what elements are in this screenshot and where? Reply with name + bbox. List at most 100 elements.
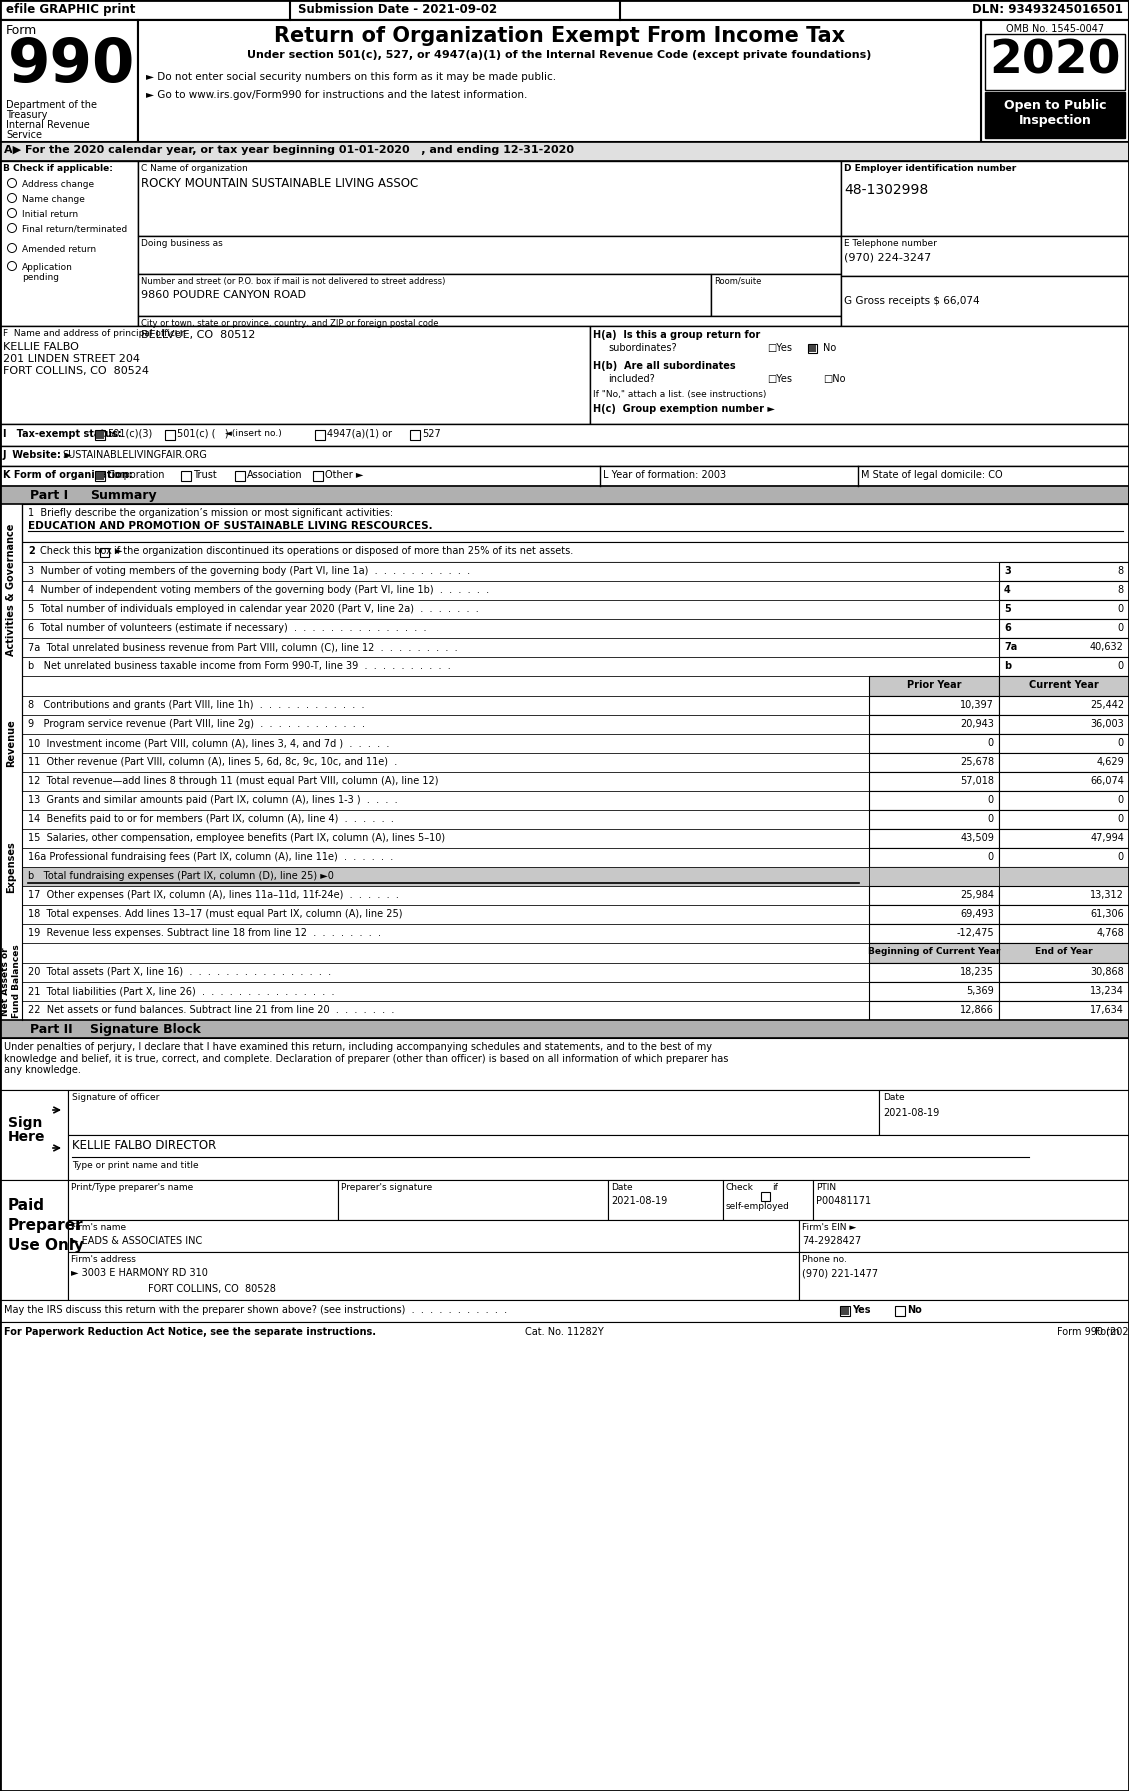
Text: Date: Date — [883, 1093, 904, 1101]
Text: 0: 0 — [1118, 813, 1124, 824]
Text: 4,629: 4,629 — [1096, 758, 1124, 767]
Text: b: b — [1004, 661, 1012, 672]
Text: DLN: 93493245016501: DLN: 93493245016501 — [972, 4, 1123, 16]
Bar — [869, 829, 999, 847]
Text: 5: 5 — [1004, 604, 1010, 614]
Text: 0: 0 — [988, 738, 994, 749]
Text: if the organization discontinued its operations or disposed of more than 25% of : if the organization discontinued its ope… — [114, 546, 574, 555]
Bar — [999, 600, 1129, 620]
Text: 13,312: 13,312 — [1091, 890, 1124, 901]
Bar — [711, 274, 841, 315]
Bar — [138, 315, 841, 326]
Text: 12,866: 12,866 — [960, 1005, 994, 1015]
Text: b   Total fundraising expenses (Part IX, column (D), line 25) ►0: b Total fundraising expenses (Part IX, c… — [28, 870, 334, 881]
Text: □Yes: □Yes — [767, 344, 793, 353]
Text: Use Only: Use Only — [8, 1238, 84, 1254]
Text: L Year of formation: 2003: L Year of formation: 2003 — [603, 469, 726, 480]
Text: Trust: Trust — [193, 469, 217, 480]
Bar — [984, 34, 1124, 90]
Text: E Telephone number: E Telephone number — [844, 238, 937, 247]
Bar — [999, 734, 1129, 752]
Text: included?: included? — [609, 374, 655, 383]
Bar — [841, 161, 1129, 236]
Text: 0: 0 — [1117, 604, 1123, 614]
Bar — [841, 1307, 849, 1315]
Text: No: No — [823, 344, 837, 353]
Text: ROCKY MOUNTAIN SUSTAINABLE LIVING ASSOC: ROCKY MOUNTAIN SUSTAINABLE LIVING ASSOC — [141, 177, 418, 190]
Text: Check: Check — [726, 1184, 754, 1193]
Bar — [21, 944, 869, 964]
Bar — [0, 141, 1129, 161]
Text: 0: 0 — [988, 813, 994, 824]
Text: 18  Total expenses. Add lines 13–17 (must equal Part IX, column (A), line 25): 18 Total expenses. Add lines 13–17 (must… — [28, 910, 403, 919]
Bar — [869, 697, 999, 715]
Text: Application
pending: Application pending — [21, 263, 73, 283]
Bar — [999, 944, 1129, 964]
Text: 2021-08-19: 2021-08-19 — [611, 1196, 667, 1205]
Text: F  Name and address of principal officer:: F Name and address of principal officer: — [3, 330, 187, 338]
Text: ◄(insert no.): ◄(insert no.) — [225, 430, 282, 439]
Bar — [808, 344, 815, 351]
Text: 3  Number of voting members of the governing body (Part VI, line 1a)  .  .  .  .: 3 Number of voting members of the govern… — [28, 566, 470, 577]
Text: End of Year: End of Year — [1035, 947, 1093, 956]
Bar — [0, 1039, 1129, 1091]
Bar — [21, 638, 999, 657]
Text: 25,442: 25,442 — [1089, 700, 1124, 709]
Text: Yes: Yes — [852, 1306, 870, 1315]
Text: SUSTAINABLELIVINGFAIR.ORG: SUSTAINABLELIVINGFAIR.ORG — [62, 450, 207, 460]
Bar — [68, 1220, 799, 1252]
Text: Date: Date — [611, 1184, 632, 1193]
Text: Signature of officer: Signature of officer — [72, 1093, 159, 1101]
Bar — [0, 1180, 68, 1300]
Bar — [21, 792, 869, 810]
Text: 4947(a)(1) or: 4947(a)(1) or — [327, 430, 392, 439]
Bar — [21, 715, 869, 734]
Bar — [0, 424, 1129, 446]
Text: 7a  Total unrelated business revenue from Part VIII, column (C), line 12  .  .  : 7a Total unrelated business revenue from… — [28, 641, 457, 652]
Text: D Employer identification number: D Employer identification number — [844, 165, 1016, 174]
Bar — [799, 1252, 1129, 1300]
Text: Address change: Address change — [21, 181, 94, 190]
Text: 20,943: 20,943 — [960, 718, 994, 729]
Bar — [869, 810, 999, 829]
Text: Current Year: Current Year — [1030, 681, 1099, 690]
Text: Form: Form — [1095, 1327, 1123, 1338]
Bar — [999, 904, 1129, 924]
Bar — [0, 1322, 1129, 1791]
Bar — [0, 466, 1129, 485]
Bar — [799, 1220, 1129, 1252]
Text: Service: Service — [6, 131, 42, 140]
Text: Association: Association — [247, 469, 303, 480]
Bar — [21, 675, 869, 697]
Bar — [869, 675, 999, 697]
Bar — [999, 1001, 1129, 1021]
Bar — [999, 562, 1129, 580]
Text: KELLIE FALBO DIRECTOR: KELLIE FALBO DIRECTOR — [72, 1139, 217, 1152]
Text: C Name of organization: C Name of organization — [141, 165, 247, 174]
Bar — [138, 20, 981, 141]
Text: 201 LINDEN STREET 204: 201 LINDEN STREET 204 — [3, 355, 140, 364]
Bar — [869, 715, 999, 734]
Text: 11  Other revenue (Part VIII, column (A), lines 5, 6d, 8c, 9c, 10c, and 11e)  .: 11 Other revenue (Part VIII, column (A),… — [28, 758, 397, 767]
Bar — [869, 867, 999, 887]
Text: 12  Total revenue—add lines 8 through 11 (must equal Part VIII, column (A), line: 12 Total revenue—add lines 8 through 11 … — [28, 776, 438, 786]
Text: PTIN: PTIN — [816, 1184, 837, 1193]
Bar — [0, 20, 1129, 141]
Text: 2020: 2020 — [989, 38, 1121, 82]
Bar — [999, 964, 1129, 981]
Text: 0: 0 — [988, 853, 994, 861]
Text: H(b)  Are all subordinates: H(b) Are all subordinates — [593, 362, 736, 371]
Text: H(a)  Is this a group return for: H(a) Is this a group return for — [593, 330, 760, 340]
Bar — [841, 276, 1129, 326]
Text: Return of Organization Exempt From Income Tax: Return of Organization Exempt From Incom… — [274, 27, 846, 47]
Bar — [999, 924, 1129, 944]
Text: If "No," attach a list. (see instructions): If "No," attach a list. (see instruction… — [593, 390, 767, 399]
Bar — [0, 20, 138, 141]
Text: 40,632: 40,632 — [1089, 641, 1123, 652]
Bar — [95, 471, 105, 482]
Text: Name change: Name change — [21, 195, 85, 204]
Text: 14  Benefits paid to or for members (Part IX, column (A), line 4)  .  .  .  .  .: 14 Benefits paid to or for members (Part… — [28, 813, 394, 824]
Text: Room/suite: Room/suite — [714, 278, 761, 287]
Bar — [869, 772, 999, 792]
Text: FORT COLLINS, CO  80528: FORT COLLINS, CO 80528 — [148, 1284, 275, 1295]
